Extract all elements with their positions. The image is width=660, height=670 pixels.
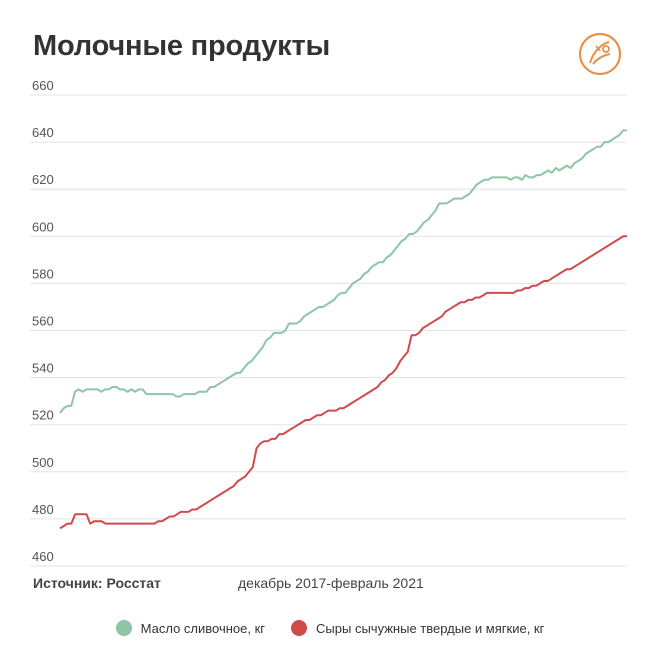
y-tick-label: 560	[32, 314, 54, 329]
chart-title: Молочные продукты	[33, 30, 331, 62]
y-tick-label: 640	[32, 125, 54, 140]
y-tick-label: 460	[32, 549, 54, 564]
legend-item-butter[interactable]: Масло сливочное, кг	[115, 620, 266, 636]
y-tick-label: 480	[32, 502, 54, 517]
period-note: декабрь 2017-февраль 2021	[238, 575, 424, 591]
series-lines	[59, 129, 627, 530]
legend-swatch-cheese	[291, 620, 308, 636]
y-tick-label: 520	[32, 408, 54, 423]
legend-label-butter: Масло сливочное, кг	[140, 620, 266, 636]
grid-lines	[30, 94, 627, 567]
legend-label-cheese: Сыры сычужные твердые и мягкие, кг	[316, 620, 545, 636]
legend-swatch-butter	[115, 620, 132, 636]
y-tick-label: 540	[32, 361, 54, 376]
y-tick-label: 600	[32, 219, 54, 234]
line-chart: 460 480 500 520 540 560 580 600 620 640 660	[30, 78, 627, 567]
series-line-cheese	[59, 235, 627, 530]
series-line-butter	[59, 129, 627, 414]
y-tick-label: 580	[32, 266, 54, 281]
y-tick-label: 500	[32, 455, 54, 470]
y-tick-label: 620	[32, 172, 54, 187]
source-note: Источник: Росстат	[33, 575, 161, 591]
chart-legend: Масло сливочное, кг Сыры сычужные тверды…	[0, 620, 660, 636]
y-axis-ticks: 460 480 500 520 540 560 580 600 620 640 660	[32, 78, 54, 564]
ornament-logo-icon	[578, 32, 622, 76]
legend-item-cheese[interactable]: Сыры сычужные твердые и мягкие, кг	[291, 620, 544, 636]
y-tick-label: 660	[32, 78, 54, 93]
